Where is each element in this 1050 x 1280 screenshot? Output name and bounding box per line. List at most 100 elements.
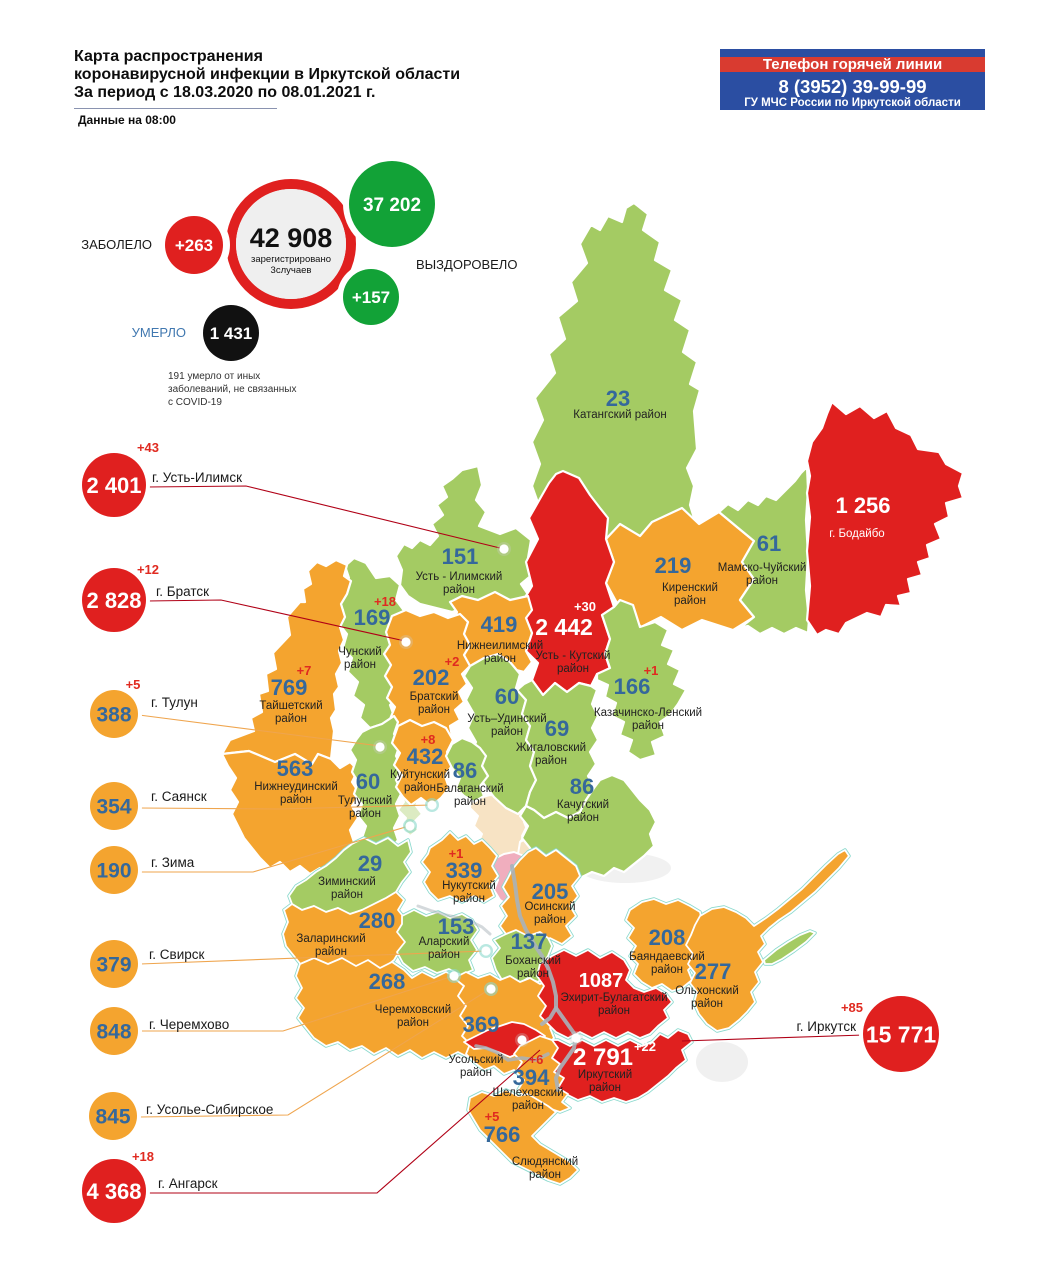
svg-text:район: район [404,782,436,794]
svg-text:Баяндаевский: Баяндаевский [629,951,705,963]
svg-text:419: 419 [481,612,518,637]
svg-text:432: 432 [407,744,444,769]
svg-text:район: район [557,663,589,675]
svg-text:Братский: Братский [410,691,459,703]
svg-text:845: 845 [95,1106,130,1129]
svg-text:Тулунский: Тулунский [338,795,392,807]
svg-text:29: 29 [358,851,382,876]
svg-text:354: 354 [96,796,131,819]
svg-text:заболеваний, не связанных: заболеваний, не связанных [168,383,296,395]
svg-text:район: район [484,653,516,665]
svg-text:+7: +7 [297,663,312,678]
svg-text:+18: +18 [374,594,396,609]
svg-text:Черемховский: Черемховский [375,1004,451,1016]
svg-text:Катангский район: Катангский район [573,409,666,421]
svg-text:+18: +18 [132,1149,154,1164]
svg-text:137: 137 [511,929,548,954]
svg-text:+263: +263 [175,236,213,255]
svg-text:ВЫЗДОРОВЕЛО: ВЫЗДОРОВЕЛО [416,257,517,272]
svg-text:г. Бодайбо: г. Бодайбо [829,528,884,540]
svg-text:23: 23 [606,386,630,411]
svg-text:+1: +1 [449,846,464,861]
svg-text:60: 60 [356,769,380,794]
svg-text:166: 166 [614,674,651,699]
svg-text:район: район [418,704,450,716]
svg-text:369: 369 [463,1012,500,1037]
svg-text:район: район [275,713,307,725]
svg-text:Куйтунский: Куйтунский [390,769,450,781]
svg-text:205: 205 [532,879,569,904]
svg-text:Усть–Удинский: Усть–Удинский [467,713,546,725]
svg-text:г. Свирск: г. Свирск [149,947,204,962]
svg-text:район: район [529,1169,561,1181]
svg-text:район: район [567,812,599,824]
svg-text:766: 766 [484,1122,521,1147]
svg-text:Заларинский: Заларинский [296,933,365,945]
svg-text:Боханский: Боханский [505,955,561,967]
svg-text:Усть - Илимский: Усть - Илимский [416,571,503,583]
svg-text:280: 280 [359,908,396,933]
svg-text:+22: +22 [634,1039,656,1054]
svg-text:г. Черемхово: г. Черемхово [149,1017,229,1032]
svg-text:37 202: 37 202 [363,195,421,216]
svg-text:Нижнеудинский: Нижнеудинский [254,781,338,793]
svg-text:Казачинско-Ленский: Казачинско-Ленский [594,707,702,719]
svg-text:+5: +5 [485,1109,500,1124]
svg-text:+157: +157 [352,288,390,307]
svg-text:202: 202 [413,665,450,690]
svg-text:Качугский: Качугский [557,799,609,811]
svg-text:с COVID-19: с COVID-19 [168,397,222,408]
svg-text:208: 208 [649,925,686,950]
svg-text:район: район [428,949,460,961]
svg-text:Шелеховский: Шелеховский [492,1087,563,1099]
svg-text:район: район [280,794,312,806]
svg-text:Эхирит-Булагатский: Эхирит-Булагатский [560,992,667,1004]
svg-text:район: район [651,964,683,976]
svg-text:+30: +30 [574,599,596,614]
svg-text:277: 277 [695,959,732,984]
svg-text:848: 848 [96,1021,131,1044]
svg-text:г. Зима: г. Зима [151,855,195,870]
svg-text:69: 69 [545,716,569,741]
svg-text:61: 61 [757,531,781,556]
svg-text:район: район [517,968,549,980]
svg-text:Тайшетский: Тайшетский [259,700,322,712]
svg-text:район: район [512,1100,544,1112]
svg-text:+2: +2 [445,654,460,669]
svg-text:г. Иркутск: г. Иркутск [797,1019,857,1034]
svg-text:+8: +8 [421,732,436,747]
svg-text:190: 190 [96,860,131,883]
svg-text:+43: +43 [137,440,159,455]
svg-text:169: 169 [354,605,391,630]
svg-text:4 368: 4 368 [86,1179,141,1204]
svg-text:г. Усть-Илимск: г. Усть-Илимск [152,470,242,485]
svg-text:г. Братск: г. Братск [156,584,209,599]
svg-text:Чунский: Чунский [338,646,381,658]
svg-text:район: район [453,893,485,905]
svg-text:район: район [589,1082,621,1094]
svg-text:86: 86 [570,774,594,799]
svg-text:г. Ангарск: г. Ангарск [158,1176,218,1191]
svg-text:район: район [349,808,381,820]
svg-text:г. Тулун: г. Тулун [151,695,198,710]
svg-text:район: район [331,889,363,901]
svg-text:Балаганский: Балаганский [436,783,503,795]
svg-text:394: 394 [513,1065,550,1090]
svg-text:Нукутский: Нукутский [442,880,496,892]
svg-text:Усольский: Усольский [449,1054,504,1066]
svg-text:153: 153 [438,914,475,939]
svg-text:+6: +6 [529,1052,544,1067]
svg-text:Иркутский: Иркутский [578,1069,632,1081]
svg-text:Аларский: Аларский [419,936,470,948]
svg-text:1 256: 1 256 [835,493,890,518]
svg-text:191 умерло от иных: 191 умерло от иных [168,371,260,382]
svg-text:УМЕРЛО: УМЕРЛО [132,325,186,340]
svg-text:район: район [443,584,475,596]
svg-text:г. Саянск: г. Саянск [151,789,207,804]
svg-text:+1: +1 [644,663,659,678]
svg-text:268: 268 [369,969,406,994]
svg-text:район: район [674,595,706,607]
svg-text:1 431: 1 431 [210,324,253,343]
svg-text:339: 339 [446,858,483,883]
svg-text:379: 379 [96,954,131,977]
